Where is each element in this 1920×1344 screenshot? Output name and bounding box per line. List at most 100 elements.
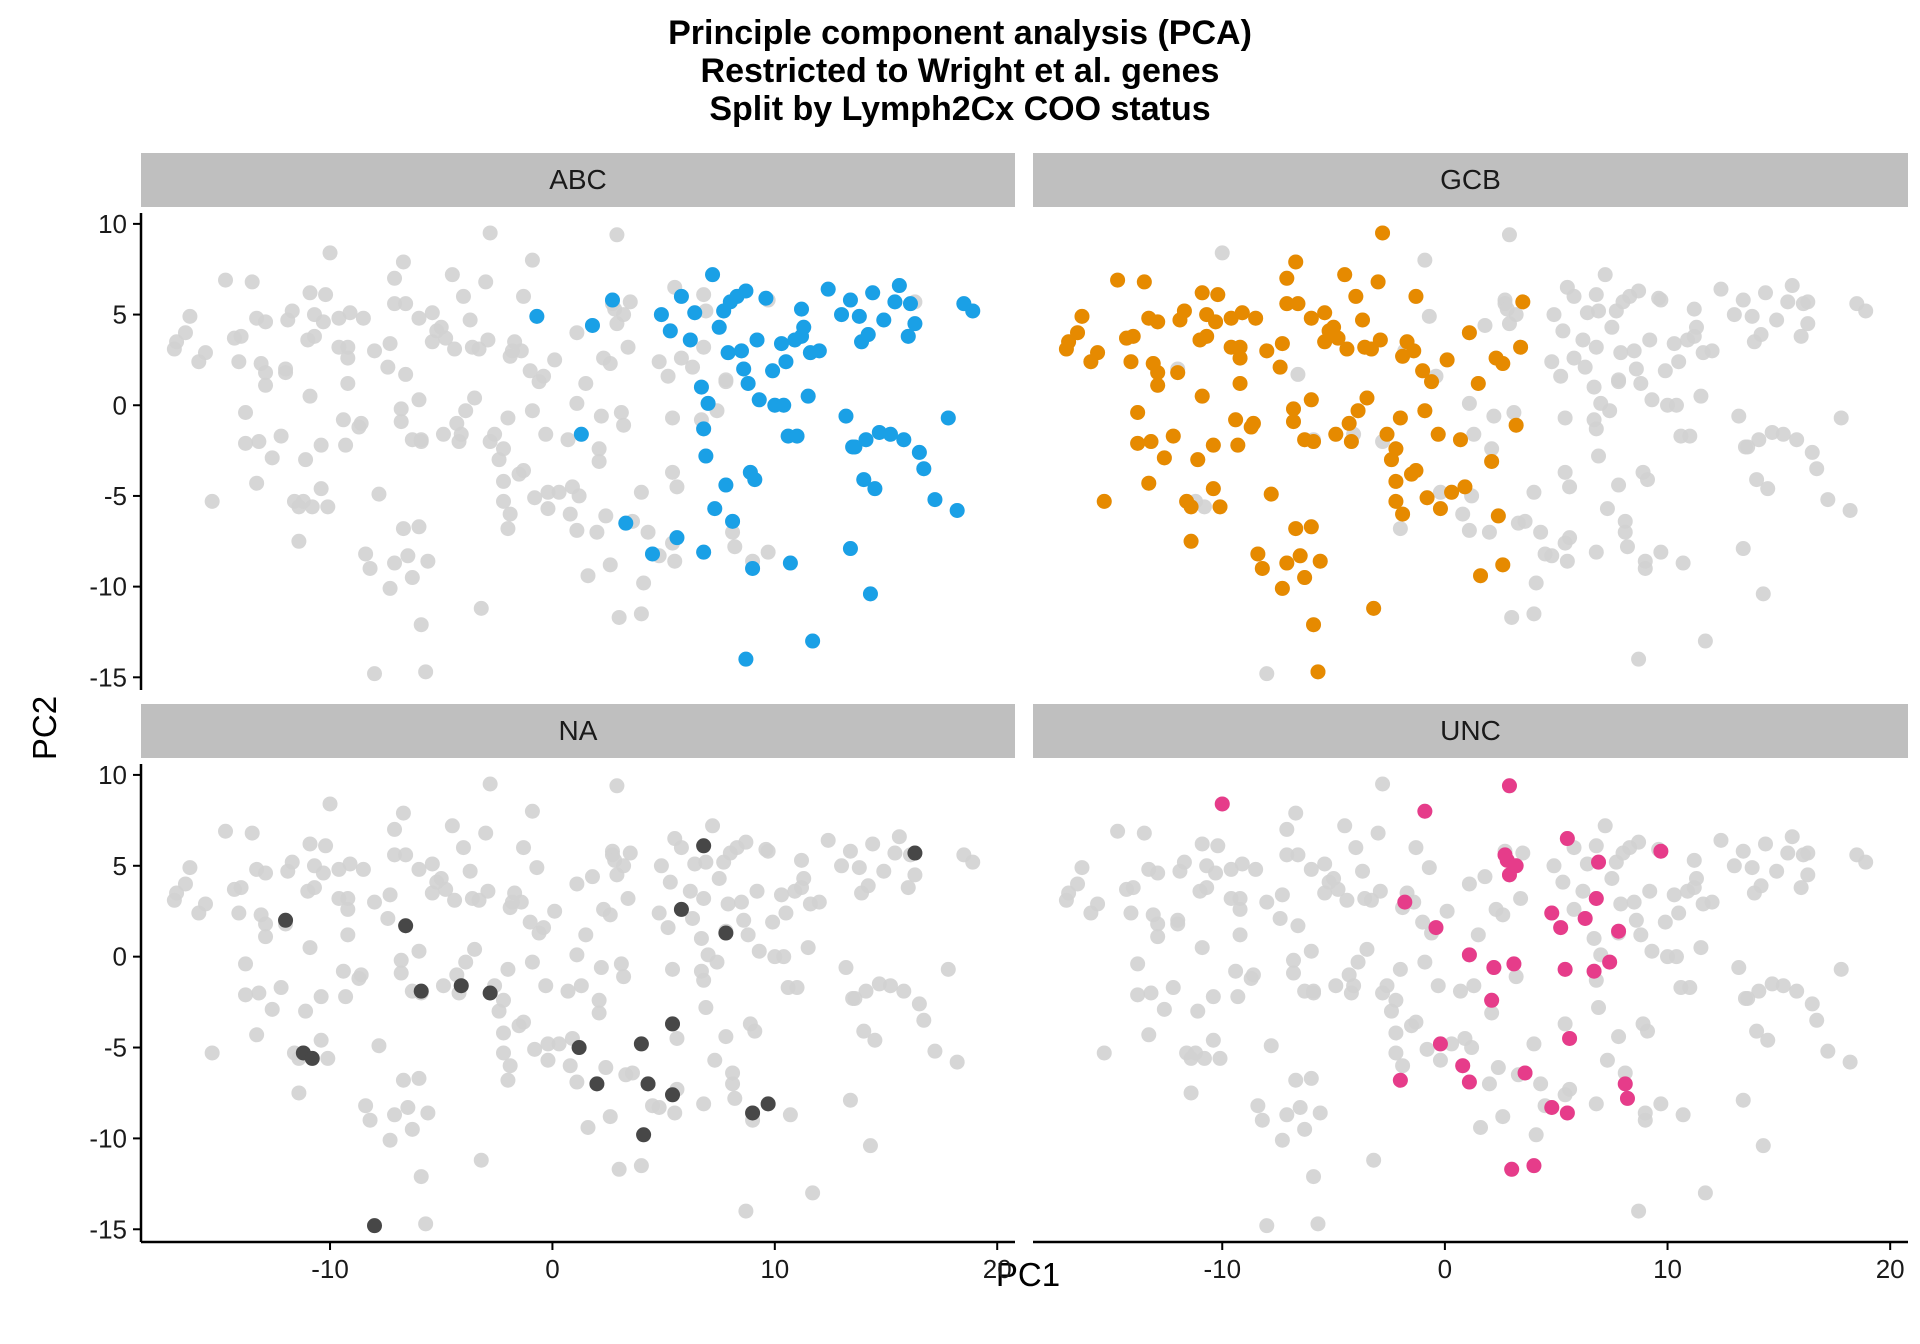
- background-point: [458, 403, 474, 419]
- background-point: [1644, 392, 1660, 408]
- background-point: [578, 927, 594, 943]
- background-point: [1415, 914, 1431, 930]
- background-point: [447, 341, 463, 357]
- background-point: [805, 1185, 821, 1201]
- background-point: [896, 983, 912, 999]
- background-point: [1588, 544, 1604, 560]
- background-point: [1682, 428, 1698, 444]
- background-point: [335, 963, 351, 979]
- data-point-gcb: [1508, 417, 1524, 433]
- background-point: [1306, 983, 1322, 999]
- background-point: [1726, 307, 1742, 323]
- data-point-gcb: [1110, 272, 1126, 288]
- background-point: [782, 1107, 798, 1123]
- background-point: [1528, 575, 1544, 591]
- data-point-gcb: [1208, 314, 1224, 330]
- background-point: [751, 943, 767, 959]
- x-tick-label: 0: [545, 1254, 559, 1284]
- background-point: [502, 1058, 518, 1074]
- background-point: [1263, 1038, 1279, 1054]
- background-point: [387, 1107, 403, 1123]
- background-point: [1083, 905, 1099, 921]
- background-point: [765, 914, 781, 930]
- background-point: [687, 856, 703, 872]
- data-point-gcb: [1317, 305, 1333, 321]
- background-point: [1833, 410, 1849, 426]
- data-point-gcb: [1070, 325, 1086, 341]
- background-point: [611, 609, 627, 625]
- background-point: [238, 405, 254, 421]
- background-point: [1626, 343, 1642, 359]
- background-point: [322, 796, 338, 812]
- data-point-gcb: [1452, 432, 1468, 448]
- data-point-unc: [1517, 1065, 1533, 1081]
- background-point: [916, 1012, 932, 1028]
- data-point-abc: [707, 501, 723, 517]
- data-point-gcb: [1388, 473, 1404, 489]
- background-point: [273, 980, 289, 996]
- background-point: [725, 524, 741, 540]
- background-point: [1604, 871, 1620, 887]
- y-tick-label: 5: [113, 851, 127, 881]
- data-point-abc: [720, 345, 736, 361]
- background-point: [1640, 1023, 1656, 1039]
- data-point-abc: [529, 308, 545, 324]
- data-point-gcb: [1306, 617, 1322, 633]
- background-point: [404, 1121, 420, 1137]
- background-point: [1559, 553, 1575, 569]
- background-point: [1130, 956, 1146, 972]
- data-point-abc: [573, 426, 589, 442]
- data-point-gcb: [1232, 339, 1248, 355]
- background-point: [1631, 283, 1647, 299]
- background-point: [462, 863, 478, 879]
- background-point: [1504, 609, 1520, 625]
- background-point: [696, 339, 712, 355]
- background-point: [760, 843, 776, 859]
- background-point: [609, 778, 625, 794]
- facet-strip-unc: [1033, 704, 1908, 758]
- data-point-unc: [1591, 854, 1607, 870]
- data-point-abc: [725, 513, 741, 529]
- background-point: [411, 861, 427, 877]
- background-point: [1753, 878, 1769, 894]
- background-point: [418, 664, 434, 680]
- background-point: [1553, 368, 1569, 384]
- background-point: [1288, 805, 1304, 821]
- background-point: [473, 1152, 489, 1168]
- background-point: [264, 450, 280, 466]
- data-point-gcb: [1303, 519, 1319, 535]
- background-point: [624, 1065, 640, 1081]
- background-point: [273, 428, 289, 444]
- background-point: [371, 1038, 387, 1054]
- background-point: [569, 876, 585, 892]
- background-point: [598, 508, 614, 524]
- background-point: [258, 314, 274, 330]
- background-point: [1484, 1005, 1500, 1021]
- background-point: [860, 878, 876, 894]
- background-point: [727, 1090, 743, 1106]
- background-point: [1370, 825, 1386, 841]
- data-point-unc: [1611, 923, 1627, 939]
- background-point: [393, 414, 409, 430]
- background-point: [482, 225, 498, 241]
- background-point: [1793, 880, 1809, 896]
- background-point: [380, 359, 396, 375]
- background-point: [218, 272, 234, 288]
- background-point: [858, 983, 874, 999]
- background-point: [367, 894, 383, 910]
- background-point: [1288, 1072, 1304, 1088]
- background-point: [191, 905, 207, 921]
- background-point: [1566, 901, 1582, 917]
- background-point: [1789, 983, 1805, 999]
- background-point: [573, 978, 589, 994]
- data-point-gcb: [1143, 434, 1159, 450]
- data-point-gcb: [1130, 405, 1146, 421]
- background-point: [1557, 1087, 1573, 1103]
- background-point: [467, 941, 483, 957]
- data-point-gcb: [1292, 548, 1308, 564]
- data-point-abc: [851, 308, 867, 324]
- background-point: [1306, 1169, 1322, 1185]
- data-point-gcb: [1408, 463, 1424, 479]
- background-point: [258, 365, 274, 381]
